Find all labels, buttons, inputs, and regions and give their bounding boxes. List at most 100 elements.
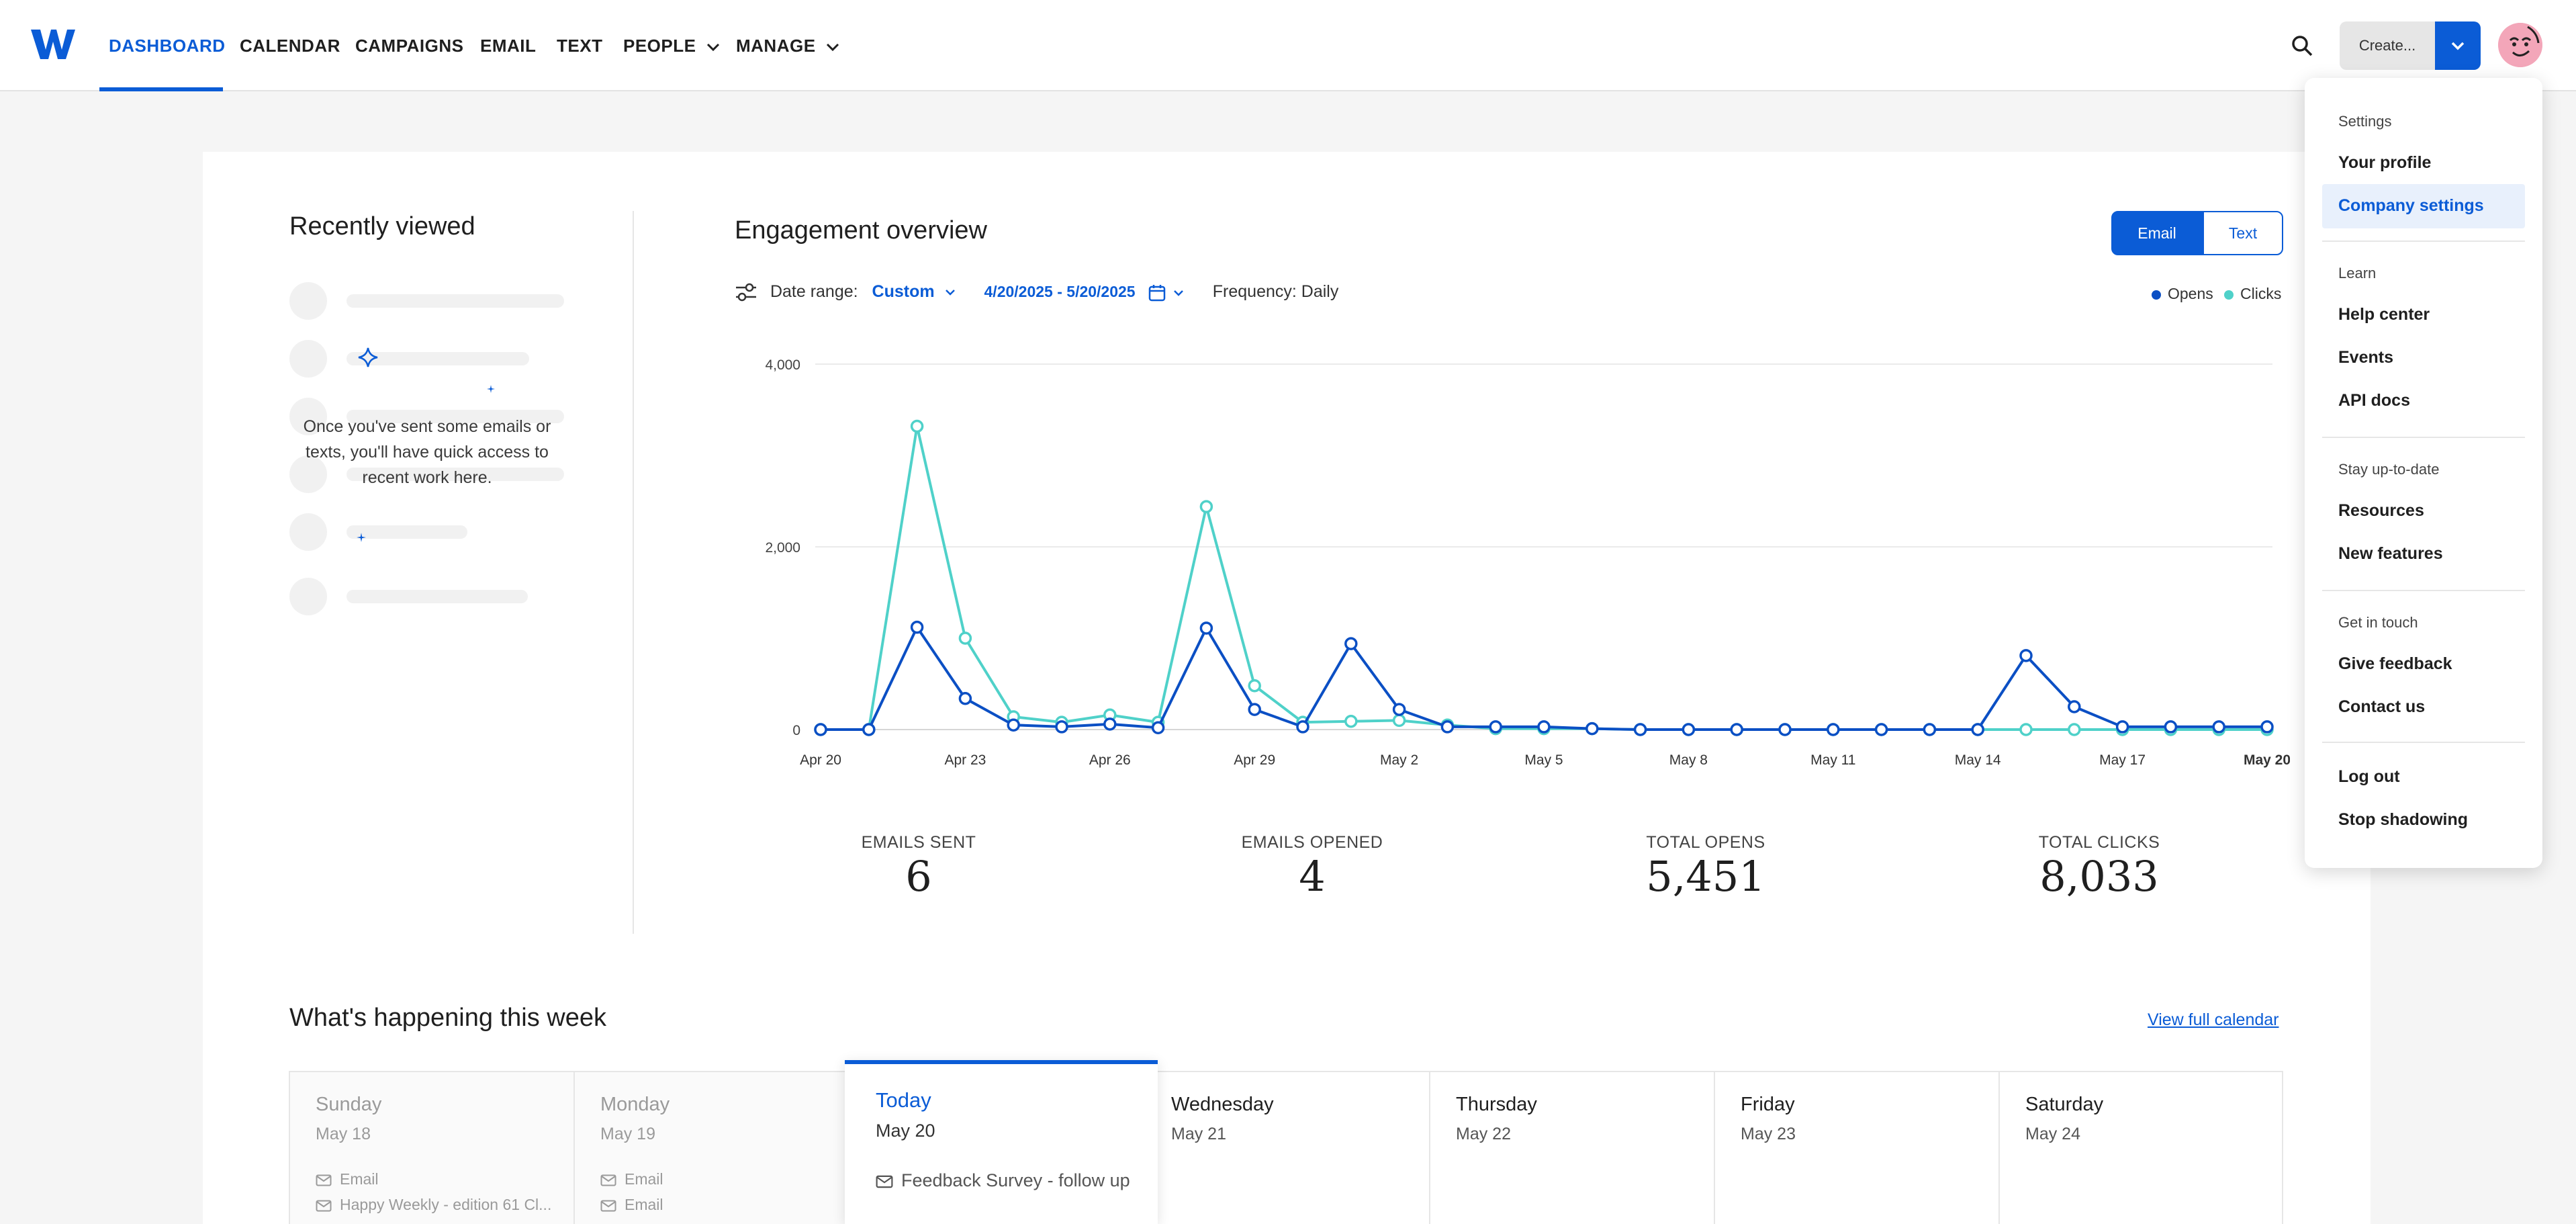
mail-icon <box>600 1200 616 1212</box>
menu-item-log-out[interactable]: Log out <box>2338 767 2400 786</box>
date-range-value: Custom <box>872 282 935 301</box>
nav-manage-label: MANAGE <box>736 36 816 56</box>
create-button[interactable]: Create... <box>2340 21 2435 70</box>
menu-item-company-settings[interactable]: Company settings <box>2338 196 2484 215</box>
calendar-event[interactable]: Email <box>600 1170 849 1188</box>
data-point-clicks <box>958 631 972 645</box>
calendar-day-date: May 20 <box>876 1121 935 1141</box>
data-point-opens <box>1537 720 1551 734</box>
menu-item-help-center[interactable]: Help center <box>2338 305 2430 324</box>
menu-heading-stay-up-to-date: Stay up-to-date <box>2338 461 2440 478</box>
calendar-event-label: Email <box>625 1170 663 1188</box>
engagement-title: Engagement overview <box>735 216 987 245</box>
calendar-day-friday[interactable]: Friday May 23 <box>1715 1072 2000 1224</box>
legend-clicks-swatch <box>2224 290 2234 300</box>
menu-item-contact-us[interactable]: Contact us <box>2338 697 2426 716</box>
menu-item-resources[interactable]: Resources <box>2338 501 2424 520</box>
menu-item-give-feedback[interactable]: Give feedback <box>2338 654 2452 673</box>
filter-sliders-icon[interactable] <box>735 282 757 302</box>
x-tick-label: May 17 <box>2099 752 2146 768</box>
calendar-day-wednesday[interactable]: Wednesday May 21 <box>1146 1072 1430 1224</box>
calendar-event[interactable]: Email <box>600 1196 849 1214</box>
data-point-opens <box>1827 723 1840 736</box>
nav-dashboard[interactable]: DASHBOARD <box>109 36 226 56</box>
data-point-opens <box>1489 720 1502 734</box>
placeholder-bar <box>347 590 528 603</box>
calendar-day-date: May 21 <box>1171 1125 1226 1143</box>
data-point-clicks <box>1392 713 1406 728</box>
w-logo-icon[interactable] <box>30 27 77 62</box>
calendar-day-sunday[interactable]: Sunday May 18 Email Happy Weekly - editi… <box>290 1072 575 1224</box>
stat-total-clicks-value: 8,033 <box>2039 852 2159 901</box>
calendar-day-name: Thursday <box>1456 1094 1537 1115</box>
calendar-icon <box>1148 284 1166 302</box>
avatar[interactable] <box>2498 23 2542 67</box>
data-point-clicks <box>2019 723 2033 736</box>
nav-manage[interactable]: MANAGE <box>736 32 839 59</box>
calendar-day-today[interactable]: Today May 20 Feedback Survey - follow up <box>845 1060 1158 1224</box>
calendar-day-monday[interactable]: Monday May 19 Email Email <box>575 1072 860 1224</box>
data-point-opens <box>910 620 924 634</box>
menu-item-new-features[interactable]: New features <box>2338 544 2443 563</box>
data-point-opens <box>1874 723 1888 736</box>
placeholder-bar <box>347 294 564 308</box>
x-tick-label: May 11 <box>1810 752 1855 768</box>
placeholder-bar <box>347 352 529 365</box>
menu-heading-learn: Learn <box>2338 265 2377 281</box>
data-point-clicks <box>2068 723 2081 736</box>
sparkle-icon <box>357 533 366 542</box>
calendar-day-thursday[interactable]: Thursday May 22 <box>1430 1072 1715 1224</box>
text-toggle-button[interactable]: Text <box>2203 211 2283 255</box>
nav-campaigns[interactable]: CAMPAIGNS <box>355 36 464 56</box>
legend-opens-swatch <box>2152 290 2161 300</box>
menu-divider <box>2322 742 2525 743</box>
user-menu-dropdown: Settings Your profile Company settings L… <box>2305 78 2542 868</box>
stat-total-opens-label: TOTAL OPENS <box>1646 833 1765 852</box>
data-point-opens <box>1296 720 1309 734</box>
stat-emails-opened-label: EMAILS OPENED <box>1241 833 1383 852</box>
menu-item-stop-shadowing[interactable]: Stop shadowing <box>2338 810 2469 829</box>
legend-opens: Opens <box>2152 285 2213 303</box>
view-full-calendar-link[interactable]: View full calendar <box>2148 1010 2279 1029</box>
nav-people[interactable]: PEOPLE <box>623 32 720 59</box>
x-tick-label: May 14 <box>1955 752 2001 768</box>
section-divider <box>633 211 634 934</box>
placeholder-avatar <box>289 398 327 435</box>
data-point-opens <box>2260 720 2274 734</box>
data-point-opens <box>1730 723 1743 736</box>
data-point-clicks <box>1344 715 1358 728</box>
menu-item-api-docs[interactable]: API docs <box>2338 391 2410 410</box>
data-point-opens <box>1585 722 1599 736</box>
y-tick-label: 4,000 <box>765 357 800 373</box>
calendar-day-date: May 22 <box>1456 1125 1511 1143</box>
email-toggle-button[interactable]: Email <box>2111 211 2203 255</box>
calendar-day-saturday[interactable]: Saturday May 24 <box>2000 1072 2283 1224</box>
calendar-day-date: May 24 <box>2025 1125 2080 1143</box>
x-tick-label: May 8 <box>1669 752 1708 768</box>
nav-text[interactable]: TEXT <box>557 36 603 56</box>
chevron-down-icon <box>707 44 720 52</box>
data-point-opens <box>1199 621 1213 635</box>
menu-heading-settings: Settings <box>2338 113 2392 130</box>
date-range-label: Date range: <box>770 282 858 301</box>
data-point-clicks <box>910 419 924 433</box>
data-point-opens <box>1923 723 1937 736</box>
date-picker[interactable]: 4/20/2025 - 5/20/2025 <box>984 283 1189 302</box>
date-range-dropdown[interactable]: Custom <box>872 282 960 301</box>
calendar-event[interactable]: Email <box>316 1170 564 1188</box>
calendar-event[interactable]: Happy Weekly - edition 61 Cl... <box>316 1196 564 1214</box>
calendar-event[interactable]: Feedback Survey - follow up <box>876 1170 1151 1191</box>
data-point-opens <box>2164 720 2178 734</box>
menu-item-events[interactable]: Events <box>2338 348 2393 367</box>
nav-calendar[interactable]: CALENDAR <box>240 36 340 56</box>
stat-emails-sent-label: EMAILS SENT <box>861 833 976 852</box>
create-dropdown-button[interactable] <box>2435 21 2481 70</box>
data-point-opens <box>1778 723 1792 736</box>
dashboard-card <box>203 152 2371 1224</box>
search-icon[interactable] <box>2289 32 2315 59</box>
nav-email[interactable]: EMAIL <box>480 36 537 56</box>
menu-item-your-profile[interactable]: Your profile <box>2338 153 2432 172</box>
x-tick-label: May 20 <box>2244 752 2290 768</box>
menu-heading-get-in-touch: Get in touch <box>2338 614 2418 631</box>
